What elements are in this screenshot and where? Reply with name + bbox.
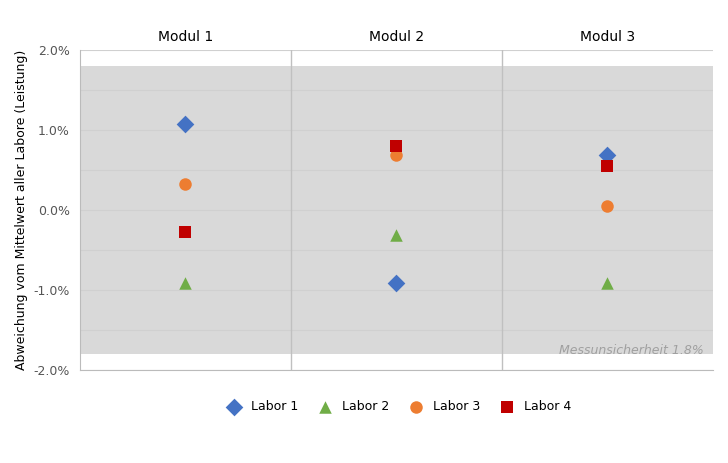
Labor 3 bbox=[390, 152, 402, 159]
Labor 4 bbox=[601, 162, 613, 169]
Labor 2 bbox=[390, 232, 402, 239]
Labor 3 bbox=[179, 181, 191, 188]
Bar bbox=[79, 66, 713, 354]
Text: Messunsicherheit 1.8%: Messunsicherheit 1.8% bbox=[559, 344, 703, 357]
Labor 4 bbox=[179, 228, 191, 236]
Text: Modul 1: Modul 1 bbox=[157, 30, 213, 44]
Labor 1 bbox=[390, 280, 402, 287]
Labor 4 bbox=[390, 142, 402, 150]
Labor 2 bbox=[179, 280, 191, 287]
Labor 1 bbox=[179, 120, 191, 127]
Text: Modul 3: Modul 3 bbox=[580, 30, 635, 44]
Labor 3 bbox=[601, 202, 613, 210]
Legend: Labor 1, Labor 2, Labor 3, Labor 4: Labor 1, Labor 2, Labor 3, Labor 4 bbox=[217, 395, 576, 418]
Labor 1 bbox=[601, 152, 613, 159]
Labor 2 bbox=[601, 280, 613, 287]
Y-axis label: Abweichung vom Mittelwert aller Labore (Leistung): Abweichung vom Mittelwert aller Labore (… bbox=[15, 50, 28, 370]
Text: Modul 2: Modul 2 bbox=[369, 30, 424, 44]
